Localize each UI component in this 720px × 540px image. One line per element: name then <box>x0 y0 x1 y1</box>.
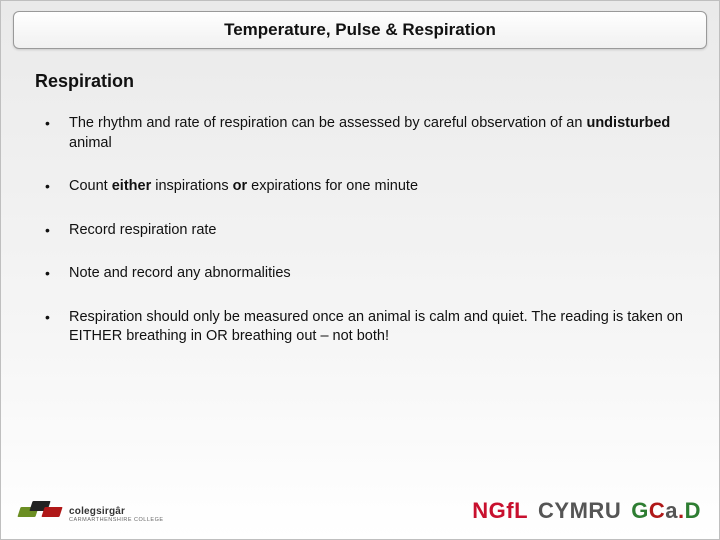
bullet-text-segment: either <box>112 178 152 194</box>
coleg-subtitle: CARMARTHENSHIRE COLLEGE <box>69 517 164 523</box>
content-area: Respiration The rhythm and rate of respi… <box>1 49 719 491</box>
bullet-list: The rhythm and rate of respiration can b… <box>35 114 685 347</box>
ngfl-cymru-gcad-logo: NGfL CYMRU GCa.D <box>472 498 701 524</box>
coleg-flag-icon <box>19 499 63 523</box>
bullet-text-segment: or <box>233 178 248 194</box>
bullet-item: Record respiration rate <box>41 221 685 241</box>
coleg-sir-gar-logo: colegsirgâr CARMARTHENSHIRE COLLEGE <box>19 499 164 523</box>
bullet-text-segment: Count <box>69 178 112 194</box>
title-bar: Temperature, Pulse & Respiration <box>13 11 707 49</box>
ngfl-text: NGfL <box>472 498 528 524</box>
bullet-text-segment: inspirations <box>151 178 232 194</box>
bullet-item: The rhythm and rate of respiration can b… <box>41 114 685 153</box>
footer: colegsirgâr CARMARTHENSHIRE COLLEGE NGfL… <box>1 491 719 539</box>
bullet-text-segment: Record respiration rate <box>69 222 217 238</box>
bullet-item: Note and record any abnormalities <box>41 264 685 284</box>
bullet-text-segment: animal <box>69 135 112 151</box>
bullet-text-segment: undisturbed <box>586 115 670 131</box>
section-heading: Respiration <box>35 71 685 92</box>
cymru-text: CYMRU <box>538 498 621 524</box>
slide: Temperature, Pulse & Respiration Respira… <box>0 0 720 540</box>
gcad-text: GCa.D <box>631 498 701 524</box>
bullet-item: Respiration should only be measured once… <box>41 308 685 347</box>
bullet-text-segment: expirations for one minute <box>247 178 418 194</box>
bullet-text-segment: Respiration should only be measured once… <box>69 309 683 345</box>
coleg-name: colegsirgâr <box>69 506 164 517</box>
bullet-text-segment: Note and record any abnormalities <box>69 265 291 281</box>
bullet-text-segment: The rhythm and rate of respiration can b… <box>69 115 586 131</box>
bullet-item: Count either inspirations or expirations… <box>41 177 685 197</box>
slide-title: Temperature, Pulse & Respiration <box>26 20 694 40</box>
coleg-text-block: colegsirgâr CARMARTHENSHIRE COLLEGE <box>69 506 164 523</box>
